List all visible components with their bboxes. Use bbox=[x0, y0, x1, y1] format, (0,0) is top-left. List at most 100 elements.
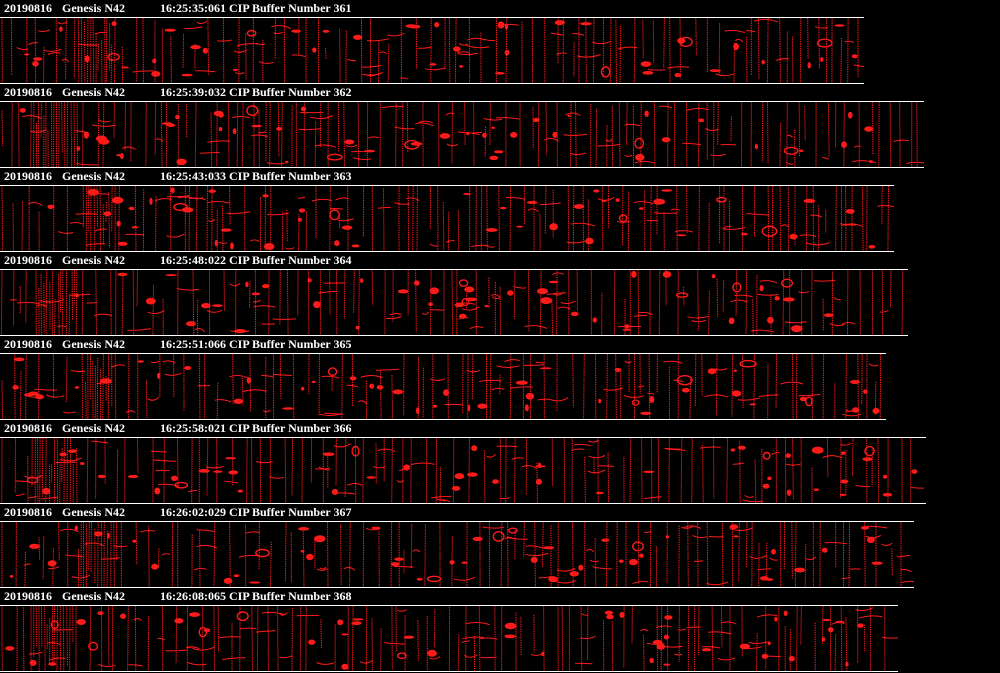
particle-fragment bbox=[127, 328, 152, 331]
particle-image-svg bbox=[1, 606, 898, 671]
particle-column bbox=[1, 186, 4, 251]
particle-column bbox=[251, 606, 253, 671]
probe-name: Genesis N42 bbox=[62, 169, 125, 183]
particle-fragment bbox=[624, 154, 633, 157]
particle-blob bbox=[429, 63, 437, 66]
particle-blob bbox=[429, 287, 439, 295]
particle-fragment bbox=[471, 132, 480, 136]
particle-blob bbox=[823, 313, 834, 317]
particle-blob bbox=[614, 367, 621, 372]
particle-fragment bbox=[638, 311, 653, 316]
particle-fragment bbox=[813, 279, 836, 282]
particle-fragment bbox=[706, 581, 729, 586]
particle-column bbox=[38, 537, 41, 560]
particle-fragment bbox=[278, 611, 288, 616]
particle-column bbox=[779, 122, 781, 167]
particle-fragment bbox=[69, 293, 91, 296]
particle-fragment bbox=[822, 455, 843, 459]
particle-column bbox=[498, 186, 500, 251]
particle-fragment bbox=[176, 288, 200, 291]
particle-column bbox=[509, 354, 512, 419]
particle-traces bbox=[1, 606, 886, 671]
particle-fragments bbox=[26, 359, 879, 417]
particle-fragment bbox=[222, 657, 246, 661]
particle-column bbox=[489, 354, 492, 419]
particle-column bbox=[615, 354, 617, 419]
particle-fragment bbox=[372, 465, 386, 469]
particle-blob bbox=[408, 24, 421, 29]
particle-blob bbox=[541, 651, 545, 657]
particle-column bbox=[124, 102, 126, 152]
particle-fragment bbox=[499, 497, 511, 500]
particle-blob bbox=[698, 118, 705, 123]
buffer-panel-366: 20190816 Genesis N42 16:25:58:021 CIP Bu… bbox=[0, 420, 926, 504]
particle-fragment bbox=[507, 537, 528, 540]
particle-fragment bbox=[273, 31, 284, 35]
particle-blob bbox=[364, 149, 376, 153]
particle-blob bbox=[851, 54, 858, 59]
particle-column bbox=[448, 18, 451, 83]
particle-blob bbox=[731, 390, 742, 397]
particle-blob bbox=[106, 532, 110, 539]
particle-blob bbox=[97, 611, 104, 616]
particle-fragment bbox=[78, 43, 98, 46]
particle-column bbox=[542, 522, 544, 567]
particle-blob bbox=[233, 398, 244, 404]
particle-fragment bbox=[775, 58, 789, 61]
particle-fragment bbox=[205, 465, 224, 469]
particle-fragment bbox=[799, 234, 817, 237]
particle-fragment bbox=[491, 296, 500, 300]
particle-ring bbox=[732, 282, 742, 293]
particle-column bbox=[779, 18, 781, 83]
particle-fragment bbox=[206, 201, 230, 204]
particle-blob bbox=[24, 53, 30, 56]
particle-image-svg bbox=[1, 438, 925, 503]
particle-fragment bbox=[597, 196, 615, 201]
particle-column bbox=[251, 438, 253, 503]
particle-blob bbox=[152, 58, 157, 64]
particle-column bbox=[799, 18, 802, 83]
particle-column bbox=[607, 452, 610, 503]
particle-fragment bbox=[242, 389, 267, 393]
particle-column bbox=[572, 522, 574, 587]
particle-column bbox=[216, 102, 218, 167]
particle-traces bbox=[1, 438, 912, 503]
particle-column bbox=[73, 102, 76, 167]
particle-column bbox=[695, 18, 697, 56]
particle-fragment bbox=[261, 611, 285, 616]
particle-blob bbox=[74, 293, 80, 298]
particle-blob bbox=[100, 378, 112, 384]
particle-image-svg bbox=[1, 522, 914, 587]
particle-column bbox=[648, 354, 651, 419]
particle-fragment bbox=[22, 115, 42, 119]
particle-blob bbox=[681, 387, 690, 393]
particle-blob bbox=[491, 126, 496, 129]
particle-fragment bbox=[311, 198, 333, 202]
particle-fragment bbox=[187, 662, 207, 666]
particle-blob bbox=[251, 292, 261, 296]
particle-fragment bbox=[893, 139, 909, 142]
particle-column bbox=[228, 102, 230, 167]
particle-column bbox=[539, 270, 542, 335]
particle-blob bbox=[537, 288, 548, 295]
particle-blob bbox=[232, 128, 237, 135]
particle-fragment bbox=[670, 208, 680, 211]
particle-fragment bbox=[879, 309, 889, 313]
particle-ring bbox=[783, 146, 799, 155]
particle-column bbox=[753, 354, 755, 419]
particle-blob bbox=[230, 242, 234, 250]
particle-blob bbox=[799, 149, 804, 153]
particle-fragment bbox=[61, 58, 70, 63]
particle-blob bbox=[443, 389, 450, 396]
particle-fragment bbox=[463, 654, 478, 658]
particle-traces bbox=[1, 186, 889, 251]
particle-fragment bbox=[855, 607, 874, 612]
particle-column bbox=[223, 270, 225, 312]
particle-column bbox=[314, 121, 317, 167]
particle-fragment bbox=[557, 306, 571, 310]
particle-blob bbox=[643, 470, 655, 473]
particle-column bbox=[270, 541, 272, 587]
buffer-panel-364: 20190816 Genesis N42 16:25:48:022 CIP Bu… bbox=[0, 252, 908, 336]
particle-column bbox=[755, 633, 758, 671]
particle-blob bbox=[631, 270, 637, 278]
